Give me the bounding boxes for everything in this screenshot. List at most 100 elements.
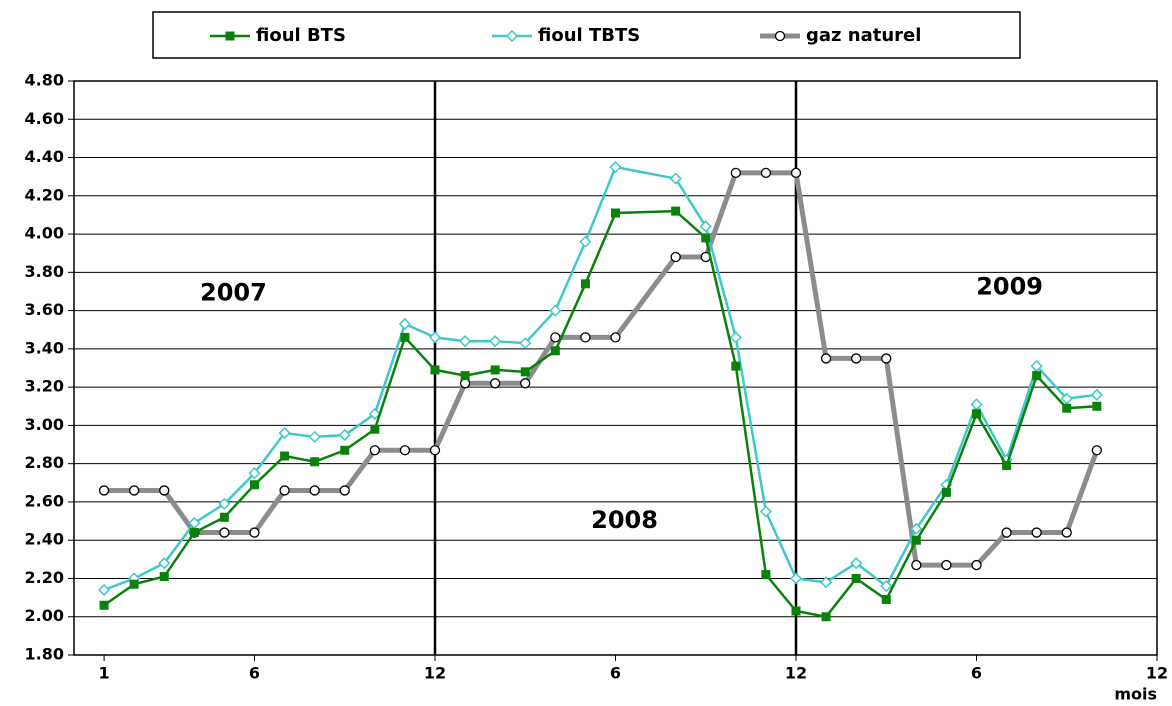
point bbox=[820, 353, 832, 364]
point bbox=[611, 208, 620, 218]
point bbox=[972, 409, 981, 419]
point bbox=[490, 378, 501, 389]
point bbox=[609, 161, 622, 174]
point bbox=[910, 522, 923, 535]
point bbox=[671, 206, 681, 216]
point bbox=[399, 445, 411, 456]
point bbox=[370, 424, 380, 434]
point bbox=[731, 361, 741, 371]
point bbox=[219, 512, 229, 522]
legend-marker bbox=[505, 29, 519, 43]
x-tick-label: 6 bbox=[249, 664, 260, 683]
point bbox=[519, 337, 532, 350]
point bbox=[880, 580, 893, 593]
y-tick-label: 3.20 bbox=[25, 377, 64, 396]
point bbox=[429, 445, 441, 456]
point bbox=[791, 606, 801, 616]
point bbox=[941, 487, 951, 497]
point bbox=[790, 167, 802, 178]
point bbox=[729, 331, 742, 344]
point bbox=[851, 353, 862, 364]
point bbox=[820, 576, 833, 589]
point bbox=[610, 332, 621, 343]
point bbox=[159, 572, 169, 582]
point bbox=[520, 378, 531, 389]
point bbox=[699, 220, 712, 233]
point bbox=[881, 595, 891, 605]
point bbox=[760, 167, 772, 178]
legend-box bbox=[152, 11, 1021, 59]
point bbox=[459, 378, 471, 389]
y-tick-label: 4.00 bbox=[25, 224, 64, 243]
point bbox=[851, 573, 861, 583]
point bbox=[821, 612, 831, 622]
point bbox=[368, 407, 381, 420]
point bbox=[278, 426, 291, 440]
point bbox=[489, 335, 502, 348]
point bbox=[1002, 461, 1012, 471]
point bbox=[941, 559, 952, 571]
point bbox=[701, 233, 711, 243]
point bbox=[309, 485, 320, 496]
year-label: 2008 bbox=[591, 506, 658, 534]
point bbox=[970, 398, 983, 411]
point bbox=[669, 172, 682, 185]
point bbox=[280, 451, 290, 461]
y-tick-label: 2.60 bbox=[25, 491, 64, 510]
point bbox=[911, 559, 922, 571]
point bbox=[670, 251, 681, 263]
y-tick-label: 4.80 bbox=[25, 71, 64, 90]
year-label: 2007 bbox=[200, 278, 267, 306]
point bbox=[579, 235, 592, 248]
point bbox=[279, 485, 290, 496]
plot-area bbox=[73, 80, 1158, 656]
point bbox=[460, 371, 470, 381]
x-tick-label: 12 bbox=[785, 664, 807, 683]
point bbox=[188, 516, 201, 530]
point bbox=[1061, 527, 1072, 538]
point bbox=[520, 367, 530, 377]
point bbox=[98, 583, 111, 597]
legend-label: fioul BTS bbox=[256, 25, 346, 46]
point bbox=[249, 527, 260, 538]
point bbox=[369, 445, 380, 456]
point bbox=[158, 557, 171, 570]
point bbox=[189, 528, 199, 538]
point bbox=[98, 485, 110, 496]
point bbox=[340, 445, 350, 455]
point bbox=[580, 332, 591, 343]
year-label: 2009 bbox=[976, 273, 1043, 301]
point bbox=[761, 570, 771, 580]
point bbox=[398, 317, 411, 331]
y-tick-label: 2.00 bbox=[25, 606, 64, 625]
point bbox=[1032, 371, 1042, 381]
legend-marker bbox=[225, 31, 235, 41]
point bbox=[971, 559, 982, 571]
y-tick-label: 1.80 bbox=[25, 645, 64, 664]
point bbox=[129, 579, 139, 589]
legend-label: gaz naturel bbox=[806, 25, 921, 46]
point bbox=[428, 331, 442, 344]
point bbox=[1031, 527, 1042, 538]
point bbox=[430, 365, 440, 375]
x-tick-label: 1 bbox=[99, 664, 110, 683]
legend-marker bbox=[774, 30, 786, 42]
point bbox=[549, 304, 562, 317]
point bbox=[339, 485, 350, 496]
point bbox=[99, 600, 109, 610]
point bbox=[1062, 403, 1072, 413]
point bbox=[250, 480, 259, 490]
x-tick-label: 6 bbox=[971, 664, 982, 683]
point bbox=[159, 485, 170, 496]
point bbox=[1091, 445, 1102, 456]
point bbox=[550, 332, 561, 343]
y-tick-label: 3.80 bbox=[25, 262, 64, 281]
point bbox=[400, 332, 410, 342]
y-tick-label: 4.20 bbox=[25, 185, 64, 204]
point bbox=[1090, 388, 1103, 401]
point bbox=[490, 365, 500, 375]
point bbox=[730, 167, 741, 178]
y-tick-label: 2.80 bbox=[25, 453, 64, 472]
y-tick-label: 3.60 bbox=[25, 300, 64, 319]
